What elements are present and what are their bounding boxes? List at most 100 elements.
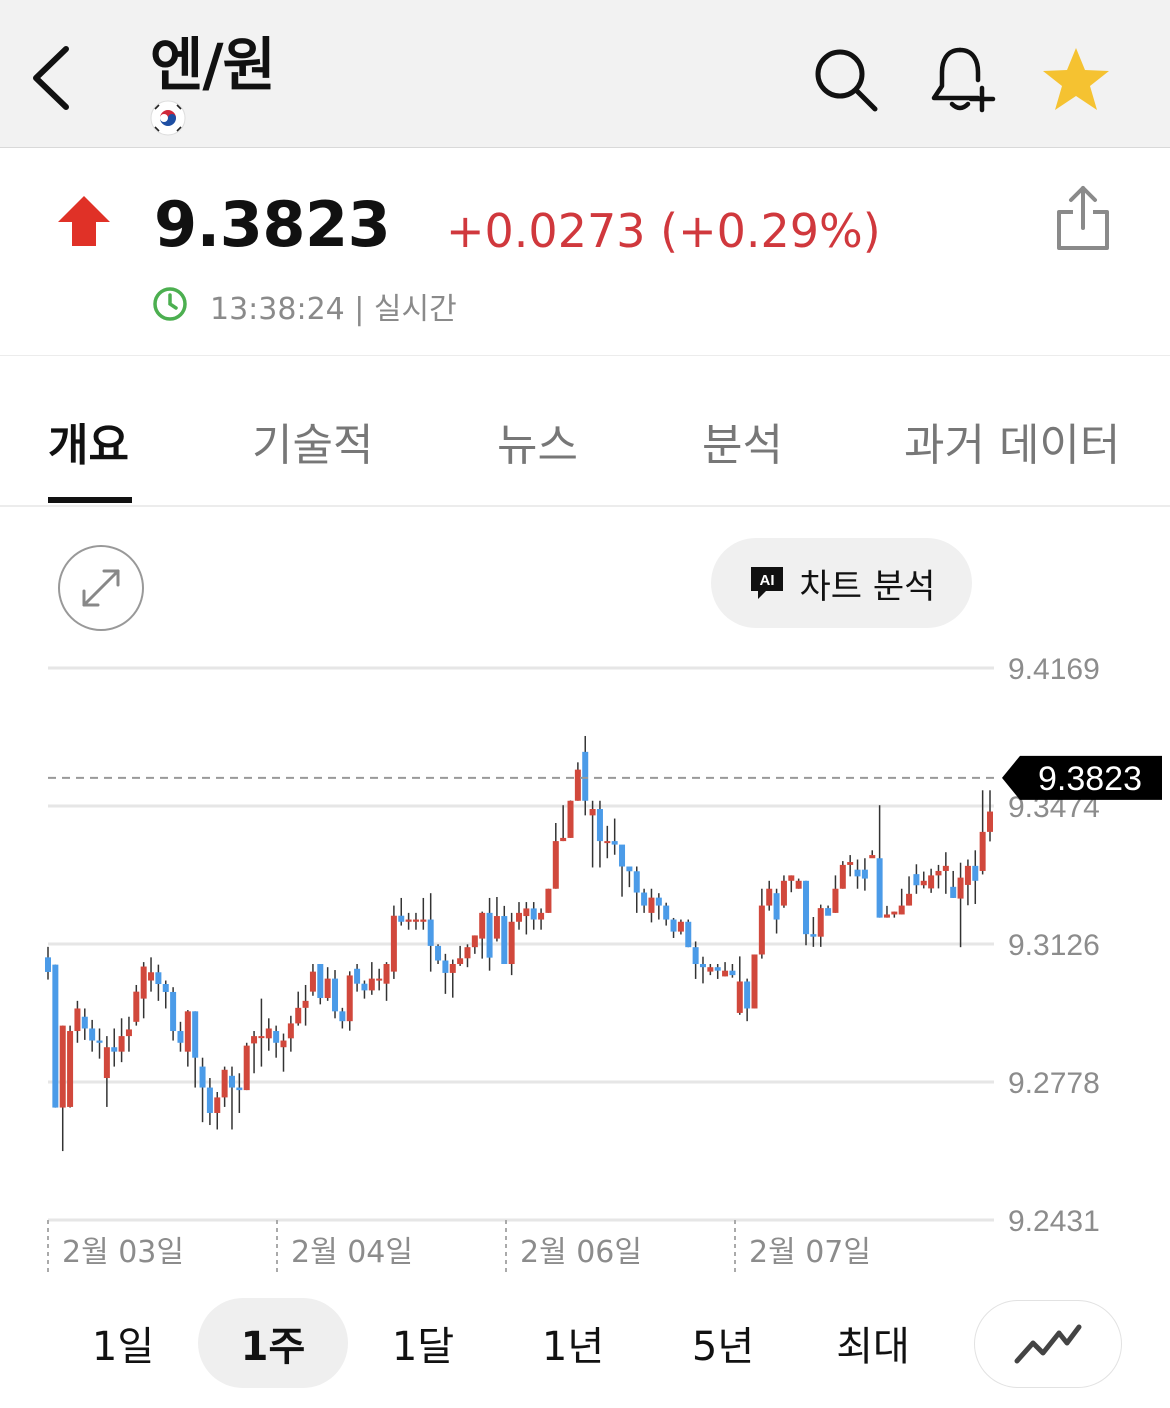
candle-body [722, 970, 729, 977]
chart-type-button[interactable] [974, 1300, 1122, 1388]
candle-body [177, 1031, 184, 1043]
candle-body [302, 1000, 309, 1008]
candle-body [869, 855, 876, 859]
candle-body [89, 1028, 96, 1041]
search-button[interactable] [806, 40, 886, 120]
candle-body [810, 934, 817, 937]
candle-body [854, 869, 861, 877]
candle-body [471, 935, 478, 948]
candle-body [236, 1087, 243, 1091]
range-1-month[interactable]: 1달 [391, 1324, 455, 1370]
candle-body [162, 984, 169, 992]
candle-body [435, 945, 442, 961]
candle-body [574, 769, 581, 801]
tab-historical-data[interactable]: 과거 데이터 [904, 420, 1121, 471]
candle-body [59, 1025, 66, 1108]
candle-body [825, 908, 832, 916]
clock-icon [153, 287, 187, 321]
candle-body [604, 841, 611, 844]
candle-body [545, 888, 552, 913]
candle-body [287, 1023, 294, 1039]
x-tick-label: 2월 03일 [62, 1235, 184, 1270]
candle-body [567, 800, 574, 838]
active-tab-indicator [48, 497, 132, 503]
candle-body [486, 912, 493, 958]
line-chart-icon [1014, 1324, 1082, 1364]
candle-body [898, 905, 905, 915]
range-selector: 1일 1주 1달 1년 5년 최대 [0, 1298, 1170, 1390]
candle-body [332, 978, 339, 1012]
candle-body [52, 964, 59, 1108]
candle-body [928, 875, 935, 889]
range-5-year[interactable]: 5년 [691, 1324, 755, 1370]
candle-body [273, 1031, 280, 1043]
candle-body [427, 919, 434, 946]
candle-body [376, 978, 383, 981]
candle-body [81, 1016, 88, 1029]
candle-body [832, 888, 839, 913]
korea-flag-icon [150, 100, 186, 136]
candle-body [619, 844, 626, 867]
candle-body [935, 870, 942, 876]
candle-body [383, 964, 390, 984]
chevron-left-icon [33, 46, 69, 110]
range-max[interactable]: 최대 [836, 1324, 910, 1370]
range-1-year[interactable]: 1년 [541, 1324, 605, 1370]
candle-body [560, 837, 567, 842]
y-tick-label: 9.3126 [1008, 929, 1100, 962]
candle-body [479, 912, 486, 939]
candle-body [979, 831, 986, 871]
candle-body [876, 858, 883, 918]
tab-analysis[interactable]: 분석 [702, 420, 783, 471]
section-tabs: 개요 기술적 뉴스 분석 과거 데이터 [0, 357, 1170, 507]
share-icon [1057, 186, 1109, 250]
search-icon [815, 49, 878, 112]
candle-body [442, 960, 449, 973]
quote-panel: 9.3823 +0.0273 (+0.29%) 13:38:24 | 실시간 [0, 148, 1170, 356]
candle-body [795, 880, 802, 889]
x-tick-label: 2월 07일 [749, 1235, 871, 1270]
candle-body [516, 912, 522, 922]
favorite-button[interactable] [1036, 40, 1116, 120]
range-1-day[interactable]: 1일 [91, 1324, 155, 1370]
candle-body [685, 921, 692, 948]
candle-body [148, 972, 155, 981]
expand-icon [82, 569, 120, 607]
candle-body [346, 975, 353, 1022]
candle-body [206, 1087, 213, 1113]
candle-body [788, 875, 795, 881]
candle-body [891, 911, 898, 915]
expand-chart-button[interactable] [58, 545, 144, 631]
ai-chart-analysis-label: 차트 분석 [799, 566, 936, 607]
candle-body [457, 958, 464, 965]
candle-body [74, 1008, 81, 1032]
candle-body [736, 981, 743, 1013]
update-time: 13:38:24 | 실시간 [210, 292, 457, 327]
tab-overview[interactable]: 개요 [48, 420, 129, 471]
candle-body [317, 964, 324, 998]
back-button[interactable] [18, 36, 82, 120]
candle-body [339, 1011, 346, 1022]
candle-body [913, 874, 920, 886]
ai-chart-analysis-button[interactable]: AI 차트 분석 [711, 538, 972, 628]
candle-body [390, 915, 397, 972]
candle-body [758, 905, 765, 955]
share-button[interactable] [1048, 178, 1118, 258]
candle-body [817, 908, 824, 937]
candle-body [170, 991, 177, 1032]
candle-body [582, 751, 589, 801]
candle-body [192, 1011, 199, 1058]
candle-body [155, 972, 162, 985]
bell-plus-icon [931, 47, 996, 113]
range-1-week[interactable]: 1주 [198, 1298, 348, 1388]
current-price: 9.3823 [154, 188, 391, 261]
tab-technical[interactable]: 기술적 [252, 420, 374, 471]
add-alert-button[interactable] [920, 40, 1000, 120]
candle-body [552, 841, 559, 889]
y-tick-label: 9.2778 [1008, 1067, 1100, 1100]
top-bar: 엔/원 [0, 0, 1170, 148]
candle-body [508, 921, 515, 965]
candle-body [751, 954, 758, 1009]
tab-news[interactable]: 뉴스 [497, 420, 578, 471]
